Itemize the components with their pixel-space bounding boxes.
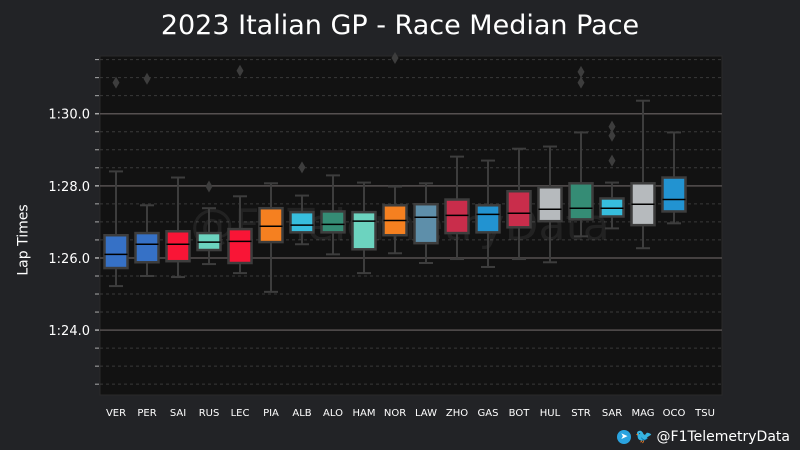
- box-ham: [351, 181, 377, 275]
- x-tick-label: VER: [106, 408, 126, 419]
- x-tick-label: STR: [571, 408, 590, 419]
- y-axis-label: Lap Times: [15, 204, 32, 276]
- iqr-box: [506, 189, 532, 229]
- outlier-point: [143, 72, 151, 85]
- iqr-box: [165, 230, 191, 263]
- outlier-point: [298, 161, 306, 174]
- outlier-point: [608, 120, 616, 133]
- footer-handle: @F1TelemetryData: [656, 429, 790, 445]
- x-tick-label: OCO: [663, 408, 686, 419]
- twitter-icon[interactable]: 🐦: [635, 429, 653, 445]
- outlier-point: [391, 52, 399, 64]
- x-tick-label: MAG: [631, 408, 654, 419]
- x-tick-label: HUL: [540, 408, 561, 419]
- box-mag: [630, 99, 656, 250]
- iqr-box: [568, 182, 594, 221]
- iqr-box: [103, 233, 129, 270]
- box-oco: [661, 131, 687, 225]
- iqr-box: [289, 210, 315, 234]
- outlier-point: [608, 129, 616, 142]
- iqr-box: [413, 202, 439, 245]
- outlier-point: [112, 76, 120, 89]
- box-str: [568, 65, 594, 238]
- x-tick-label: ALB: [292, 408, 311, 419]
- y-tick-label: 1:28.0: [48, 180, 90, 195]
- outlier-point: [608, 154, 616, 167]
- y-tick-label: 1:24.0: [48, 324, 90, 339]
- box-rus: [196, 180, 222, 266]
- box-alb: [289, 161, 315, 246]
- y-tick-label: 1:30.0: [48, 108, 90, 123]
- y-tick-label: 1:26.0: [48, 252, 90, 267]
- iqr-box: [320, 210, 346, 234]
- outlier-point: [205, 180, 213, 193]
- iqr-box: [661, 176, 687, 213]
- chart-title: 2023 Italian GP - Race Median Pace: [160, 10, 640, 41]
- x-tick-label: NOR: [384, 408, 406, 419]
- x-tick-label: PER: [137, 408, 156, 419]
- footer: ➤ 🐦 @F1TelemetryData: [617, 429, 790, 445]
- x-tick-label: SAI: [170, 408, 186, 419]
- iqr-box: [537, 186, 563, 223]
- outlier-point: [577, 65, 585, 78]
- iqr-box: [444, 198, 470, 235]
- box-alo: [320, 174, 346, 256]
- box-hul: [537, 145, 563, 264]
- plot-area: [99, 55, 723, 396]
- box-nor: [382, 52, 408, 255]
- box-law: [413, 182, 439, 265]
- x-tick-label: LEC: [231, 408, 250, 419]
- x-tick-label: SAR: [602, 408, 622, 419]
- x-tick-label: RUS: [199, 408, 220, 419]
- x-tick-label: LAW: [415, 408, 437, 419]
- box-ver: [103, 76, 129, 288]
- box-sai: [165, 176, 191, 279]
- box-lec: [227, 64, 253, 275]
- x-tick-label: TSU: [694, 408, 715, 419]
- x-tick-label: ZHO: [446, 408, 468, 419]
- box-zho: [444, 155, 470, 261]
- outlier-point: [236, 64, 244, 77]
- box-per: [134, 72, 160, 277]
- iqr-box: [134, 231, 160, 264]
- box-sar: [599, 120, 625, 230]
- x-tick-label: BOT: [509, 408, 531, 419]
- iqr-box: [258, 206, 284, 244]
- iqr-box: [227, 227, 253, 265]
- iqr-box: [475, 204, 501, 234]
- outlier-point: [577, 76, 585, 89]
- iqr-box: [351, 210, 377, 251]
- telegram-icon[interactable]: ➤: [617, 430, 632, 444]
- x-tick-label: ALO: [323, 408, 343, 419]
- x-tick-label: HAM: [353, 408, 376, 419]
- x-tick-label: PIA: [263, 408, 279, 419]
- x-tick-label: GAS: [478, 408, 499, 419]
- box-bot: [506, 147, 532, 261]
- box-pia: [258, 182, 284, 293]
- box-gas: [475, 159, 501, 268]
